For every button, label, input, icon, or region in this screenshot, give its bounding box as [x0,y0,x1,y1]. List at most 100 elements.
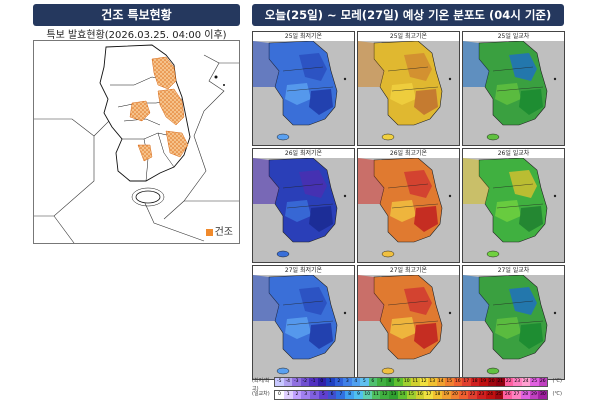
dry-legend-swatch [205,228,213,236]
temp-scale-unit: (℃) [552,378,562,384]
scale-cell: 19 [479,378,488,386]
scale-cell: 8 [385,378,394,386]
sea-area-boundaries [34,54,239,244]
scale-cell: 5 [360,378,369,386]
scale-cell: 24 [521,378,530,386]
scale-cell: 23 [476,391,486,399]
scale-cell: 26 [538,378,547,386]
tile-label: 26일 최고기온 [358,149,459,158]
scale-cell: 4 [351,378,360,386]
scale-cell: 1 [326,378,335,386]
scale-cell: 26 [503,391,513,399]
scale-cell: 28 [520,391,530,399]
tile-label: 25일 일교차 [463,32,564,41]
tile-label: 26일 최저기온 [253,149,354,158]
scale-cell: 3 [343,378,352,386]
temp-scale-cells: -5 -4 -3 -2 -1 0 1 2 3 4 5 6 7 8 9 10 11 12 13 14 15 16 17 18 19… [274,377,548,387]
scale-cell: -5 [275,378,284,386]
dry-warning-regions [129,56,189,162]
scale-cell: 17 [424,391,434,399]
scale-cell: 10 [402,378,411,386]
scale-cell: 27 [512,391,521,399]
temp-color-scale: (최저/최고) -5 -4 -3 -2 -1 0 1 2 3 4 5 6 7 8 9 10 11 12 13 14 15… [252,377,562,392]
temperature-forecast-title: 오늘(25일) ~ 모레(27일) 예상 기온 분포도 (04시 기준) [252,4,564,26]
range-scale-label: (일교차) [252,391,270,397]
scale-cell: 1 [283,391,293,399]
dry-legend-label: 건조 [214,227,233,238]
scale-cell: 0 [317,378,326,386]
scale-cell: 13 [428,378,437,386]
scale-cell: 9 [394,378,403,386]
korea-temperature-map [253,158,347,258]
scale-cell: 24 [485,391,495,399]
scale-cell: 12 [419,378,428,386]
temp-scale-label: (최저/최고) [252,378,270,392]
scale-cell: 23 [513,378,522,386]
temperature-map-tile: 27일 일교차 [462,265,565,380]
scale-cell: 6 [327,391,337,399]
scale-cell: 7 [377,378,386,386]
korea-temperature-map [253,275,347,375]
temperature-map-tile: 26일 최저기온 [252,148,355,263]
scale-cell: 15 [406,391,416,399]
scale-cell: -1 [309,378,318,386]
scale-cell: 25 [530,378,539,386]
warning-status-subtitle: 특보 발효현황(2026.03.25. 04:00 이후) [46,30,227,41]
scale-cell: 18 [470,378,479,386]
scale-cell: 17 [462,378,471,386]
scale-cell: 11 [371,391,381,399]
range-scale-cells: 0 1 2 3 4 5 6 7 8 9 10 11 12 13 14 15 16 17 18 19 20 21 22 23 24… [274,390,548,400]
tile-label: 27일 최저기온 [253,266,354,275]
temperature-map-tile: 25일 최저기온 [252,31,355,146]
korea-temperature-map [253,41,347,141]
jeju-island [135,190,161,204]
scale-cell: 21 [496,378,505,386]
scale-cell: -3 [292,378,301,386]
scale-cell: 0 [275,391,284,399]
korea-temperature-map [358,158,452,258]
scale-cell: 16 [415,391,425,399]
scale-cell: -2 [300,378,309,386]
scale-cell: 7 [336,391,346,399]
warning-status-title: 건조 특보현황 [33,4,240,26]
scale-cell: 30 [538,391,548,399]
korea-temperature-map [358,275,452,375]
scale-cell: 12 [380,391,390,399]
korea-temperature-map [463,275,557,375]
scale-cell: 21 [459,391,469,399]
scale-cell: -4 [283,378,292,386]
temperature-map-tile: 26일 일교차 [462,148,565,263]
korea-temperature-map [358,41,452,141]
scale-cell: 20 [450,391,460,399]
scale-cell: 4 [310,391,319,399]
scale-cell: 22 [504,378,513,386]
scale-cell: 16 [453,378,462,386]
scale-cell: 19 [441,391,451,399]
scale-cell: 13 [389,391,398,399]
temperature-map-tile: 27일 최저기온 [252,265,355,380]
scale-cell: 9 [354,391,363,399]
tile-label: 26일 일교차 [463,149,564,158]
temperature-map-tile: 26일 최고기온 [357,148,460,263]
scale-cell: 29 [529,391,539,399]
scale-cell: 8 [345,391,355,399]
scale-cell: 14 [397,391,407,399]
range-color-scale: (일교차) 0 1 2 3 4 5 6 7 8 9 10 11 12 13 14 15 16 17 18 19 20 21… [252,390,562,400]
scale-cell: 22 [468,391,477,399]
tile-label: 27일 최고기온 [358,266,459,275]
range-scale-unit: (℃) [552,391,562,397]
scale-cell: 3 [301,391,311,399]
korea-temperature-map [463,41,557,141]
dry-legend: 건조 [203,222,235,239]
scale-cell: 11 [411,378,420,386]
scale-cell: 5 [318,391,328,399]
scale-cell: 18 [433,391,442,399]
dry-warning-map: 건조 [33,40,240,244]
scale-cell: 2 [334,378,343,386]
tile-label: 25일 최저기온 [253,32,354,41]
scale-cell: 6 [368,378,377,386]
tile-label: 27일 일교차 [463,266,564,275]
scale-cell: 25 [494,391,504,399]
korea-warning-map-svg [34,44,239,244]
temperature-map-tile: 25일 일교차 [462,31,565,146]
